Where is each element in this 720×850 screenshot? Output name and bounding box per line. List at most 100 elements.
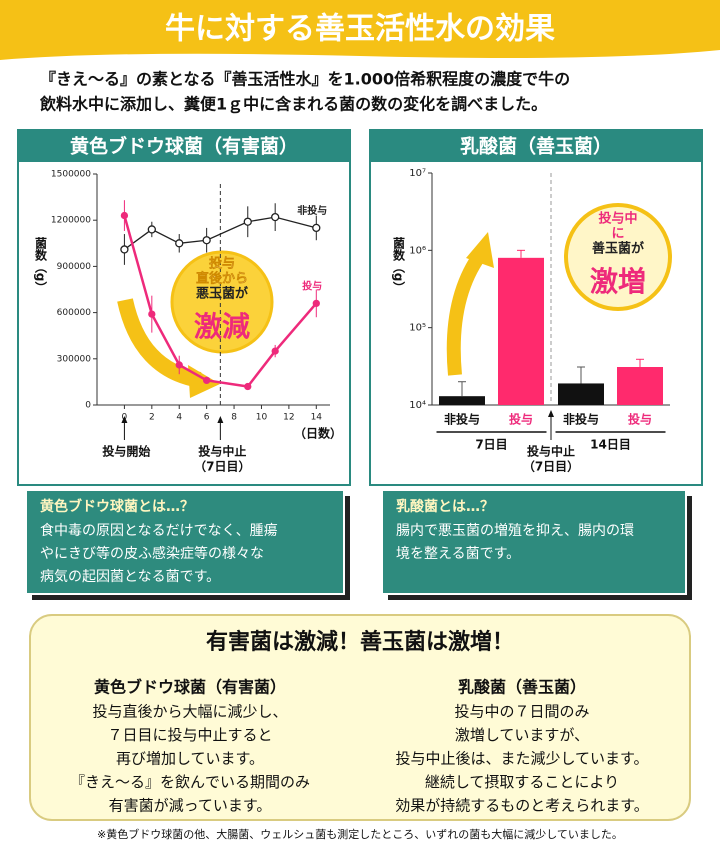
data-point	[175, 361, 183, 369]
callout-text: 悪玉菌が	[196, 286, 248, 302]
chart-title: 乳酸菌（善玉菌）	[460, 135, 612, 158]
info-box	[381, 489, 687, 595]
info-line: やにきび等の皮ふ感染症等の様々な	[40, 545, 264, 562]
info-title: 乳酸菌とは…？	[396, 498, 494, 515]
bar-label: 非投与	[444, 412, 480, 427]
x-tick-label: 14	[311, 413, 323, 423]
y-tick-label: 10⁵	[409, 323, 426, 334]
data-point	[175, 239, 184, 248]
data-point	[244, 382, 252, 391]
x-tick-label: 10	[256, 413, 268, 423]
y-tick-label: 600000	[57, 308, 92, 318]
summary-box	[29, 614, 691, 821]
panel-header	[18, 130, 350, 162]
panel	[369, 129, 703, 486]
series-label: 非投与	[297, 204, 327, 217]
y-tick-label: 1200000	[51, 216, 91, 226]
data-point	[271, 347, 279, 355]
panel-header	[370, 130, 702, 162]
bar	[498, 257, 544, 405]
info-box	[25, 489, 345, 595]
callout-text: 激増	[590, 265, 646, 298]
y-tick-label: 10⁴	[409, 400, 426, 411]
x-tick-label: 2	[149, 413, 155, 423]
y-tick-label: 10⁷	[409, 168, 426, 179]
data-point	[120, 245, 129, 254]
bar	[439, 396, 485, 405]
summary-line: 継続して摂取することにより	[425, 773, 619, 791]
data-point	[202, 376, 211, 385]
page-title: 牛に対する善玉活性水の効果	[165, 12, 555, 47]
summary-column-title: 黄色ブドウ球菌（有害菌）	[94, 678, 286, 697]
annotation: （7日目）	[523, 459, 579, 474]
y-tick-label: 1500000	[51, 170, 91, 180]
callout-text: 直後から	[196, 271, 248, 287]
bar-label: 非投与	[563, 412, 599, 427]
header-band	[0, 0, 720, 60]
data-point	[120, 211, 129, 220]
callout-text: 投与中	[598, 211, 637, 227]
trend-arrow	[446, 250, 486, 376]
bar	[617, 367, 663, 405]
annotation-arrowhead	[121, 416, 128, 423]
data-point	[147, 225, 156, 234]
y-axis-label: 菌数（g）	[34, 235, 48, 293]
bar-label: 投与	[509, 412, 533, 427]
info-line: 病気の起因菌となる菌です。	[40, 569, 220, 585]
y-tick-label: 0	[85, 401, 91, 411]
data-point	[202, 236, 211, 245]
summary-line: 再び増加しています。	[116, 750, 264, 768]
callout-text: 善玉菌が	[592, 241, 644, 257]
series-label: 投与	[302, 279, 322, 292]
summary-line: 『きえ～る』を飲んでいる期間のみ	[70, 773, 310, 791]
data-point	[312, 299, 320, 308]
annotation-arrowhead	[217, 416, 224, 423]
y-tick-label: 10⁶	[409, 245, 426, 256]
summary-title: 有害菌は激減！善玉菌は激増！	[206, 629, 514, 655]
info-line: 境を整える菌です。	[396, 546, 520, 562]
data-point	[148, 310, 156, 318]
x-tick-label: 12	[283, 413, 294, 423]
y-axis-label: 菌数（g）	[392, 235, 406, 293]
intro-line: 『きえ～る』の素となる『善玉活性水』を1.000倍希釈程度の濃度で牛の	[40, 70, 570, 89]
x-tick-label: 14日目	[590, 438, 631, 452]
x-tick-label: 8	[231, 413, 237, 423]
intro-line: 飲料水中に添加し、糞便1ｇ中に含まれる菌の数の変化を調べました。	[39, 95, 547, 115]
info-line: 食中毒の原因となるだけでなく、腫瘍	[40, 522, 278, 539]
info-line: 腸内で悪玉菌の増殖を抑え、腸内の環	[396, 522, 634, 539]
summary-line: 激増していますが、	[455, 726, 589, 744]
summary-line: 投与直後から大幅に減少し、	[92, 703, 287, 721]
data-point	[312, 223, 321, 233]
summary-line: 有害菌が減っています。	[109, 797, 272, 815]
summary-line: 投与中止後は、また減少しています。	[395, 750, 648, 768]
summary-line: 投与中の７日間のみ	[454, 703, 589, 721]
x-tick-label: 6	[204, 413, 210, 423]
chart-title: 黄色ブドウ球菌（有害菌）	[70, 135, 298, 158]
callout-bubble	[170, 250, 274, 354]
y-tick-label: 900000	[57, 262, 92, 272]
summary-line: 効果が持続するものと考えられます。	[395, 797, 649, 815]
info-title: 黄色ブドウ球菌とは…？	[40, 498, 194, 515]
data-point	[243, 217, 252, 226]
data-point	[271, 212, 280, 222]
summary-column-title: 乳酸菌（善玉菌）	[458, 678, 586, 697]
x-tick-label: 7日目	[475, 438, 507, 452]
bar	[558, 383, 604, 405]
callout-text: に	[611, 227, 624, 242]
annotation-arrowhead	[548, 410, 554, 417]
x-axis-label: （日数）	[294, 426, 342, 441]
annotation: 投与開始	[102, 444, 150, 459]
footnote: ※黄色ブドウ球菌の他、大腸菌、ウェルシュ菌も測定したところ、いずれの菌も大幅に減…	[97, 827, 623, 841]
annotation: 投与中止	[527, 444, 575, 459]
x-tick-label: 4	[176, 413, 182, 423]
summary-line: ７日目に投与中止すると	[107, 726, 272, 744]
bar-label: 投与	[628, 412, 652, 427]
annotation: 投与中止	[198, 444, 246, 459]
trend-arrow	[117, 298, 202, 388]
y-tick-label: 300000	[57, 354, 92, 364]
callout-text: 激減	[194, 310, 250, 343]
callout-bubble	[564, 203, 672, 311]
callout-text: 投与	[209, 256, 235, 272]
annotation: （7日目）	[194, 459, 250, 474]
